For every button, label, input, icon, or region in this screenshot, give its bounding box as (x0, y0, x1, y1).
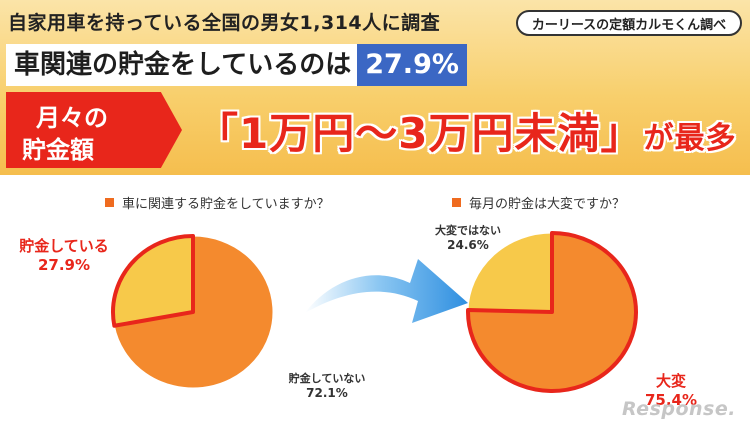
header-banner: 自家用車を持っている全国の男女1,314人に調査 カーリースの定額カルモくん調べ… (0, 0, 750, 175)
pie2-question: 毎月の貯金は大変ですか？ (452, 193, 625, 212)
orange-square-icon (105, 198, 114, 207)
pie1-question: 車に関連する貯金をしていますか？ (105, 193, 330, 212)
pie2-label-hard-value: 75.4% (644, 391, 698, 409)
monthly-savings-label-line1: 月々の (36, 104, 108, 132)
pie1-label-saving-name: 貯金している (19, 237, 109, 255)
survey-subtitle: 自家用車を持っている全国の男女1,314人に調査 (8, 12, 441, 34)
headline-row: 車関連の貯金をしているのは 27.9% (6, 44, 467, 86)
headline-value: 27.9% (357, 44, 467, 86)
conclusion-tail: が最多 (643, 121, 737, 156)
curved-arrow-icon (305, 259, 468, 323)
conclusion-text: 「1万円～3万円未満」が最多 (196, 100, 736, 161)
pie1-question-text: 車に関連する貯金をしていますか？ (122, 197, 330, 212)
pie2-label-hard-name: 大変 (655, 372, 686, 390)
pie2-label-not-hard-name: 大変ではない (435, 224, 501, 237)
pie-charts-area (111, 231, 638, 393)
pie-chart-difficulty (466, 231, 638, 393)
pie-chart-saving (111, 234, 274, 389)
pie1-label-saving-value: 27.9% (37, 256, 91, 274)
orange-square-icon (452, 198, 461, 207)
monthly-savings-label-line2: 貯金額は・・・ (22, 136, 118, 199)
response-watermark: Response. (622, 398, 736, 420)
pie1-label-not-saving-value: 72.1% (306, 386, 348, 400)
pie2-slice-0 (467, 232, 553, 313)
pie1-label-not-saving: 貯金していない 72.1% (276, 371, 378, 401)
pie2-highlight-outline (466, 231, 638, 393)
pie1-highlight-outline (111, 234, 195, 328)
pie2-question-text: 毎月の貯金は大変ですか？ (469, 197, 626, 212)
pie1-label-saving: 貯金している 27.9% (10, 237, 118, 275)
pie2-label-not-hard: 大変ではない 24.6% (428, 223, 508, 253)
monthly-savings-label-box: 月々の 貯金額は・・・ (6, 92, 182, 168)
pie2-label-hard: 大変 75.4% (636, 372, 706, 410)
pie2-label-not-hard-value: 24.6% (447, 238, 489, 252)
pie1-label-not-saving-name: 貯金していない (288, 372, 366, 385)
source-badge: カーリースの定額カルモくん調べ (516, 10, 742, 36)
headline-text: 車関連の貯金をしているのは (6, 44, 358, 86)
conclusion-main: 「1万円～3万円未満」 (196, 109, 644, 158)
